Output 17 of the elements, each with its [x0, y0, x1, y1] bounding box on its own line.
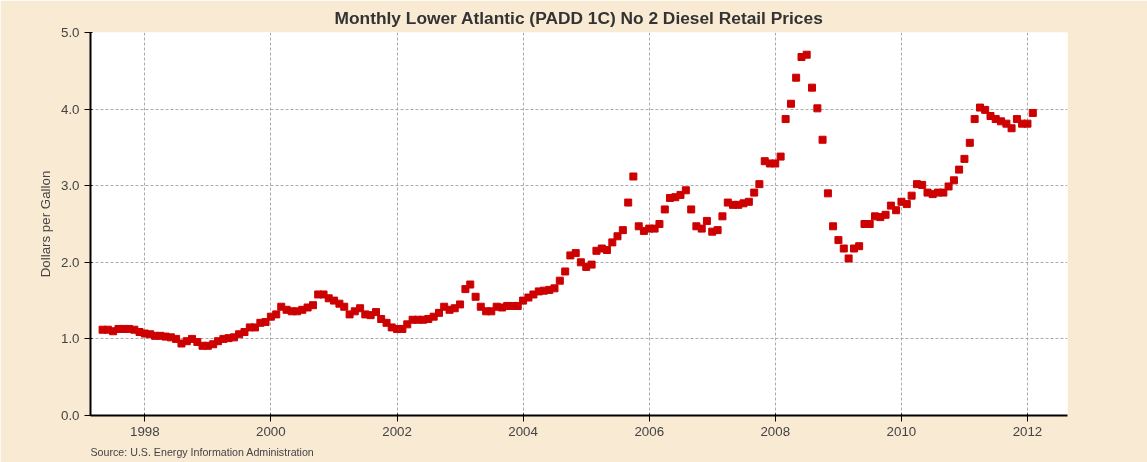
x-tick-label: 2004 — [508, 423, 539, 439]
x-tick-label: 2006 — [634, 423, 665, 439]
y-tick-label: 2.0 — [60, 254, 80, 270]
y-tick-label: 0.0 — [60, 408, 80, 423]
x-tick-label: 2010 — [886, 423, 917, 439]
source-note: Source: U.S. Energy Information Administration — [90, 445, 314, 458]
x-tick-label: 2012 — [1012, 423, 1043, 439]
y-tick-label: 1.0 — [60, 331, 80, 347]
y-tick-label: 4.0 — [60, 101, 80, 117]
chart-title: Monthly Lower Atlantic (PADD 1C) No 2 Diesel Retail Prices — [334, 7, 823, 28]
x-tick-label: 2000 — [256, 423, 286, 439]
x-tick-label: 1998 — [130, 423, 160, 439]
y-axis-title: Dollars per Gallon — [37, 170, 53, 278]
y-tick-label: 5.0 — [60, 25, 80, 40]
x-tick-label: 2008 — [760, 423, 791, 439]
y-tick-label: 3.0 — [60, 178, 80, 194]
x-tick-label: 2002 — [382, 423, 412, 439]
